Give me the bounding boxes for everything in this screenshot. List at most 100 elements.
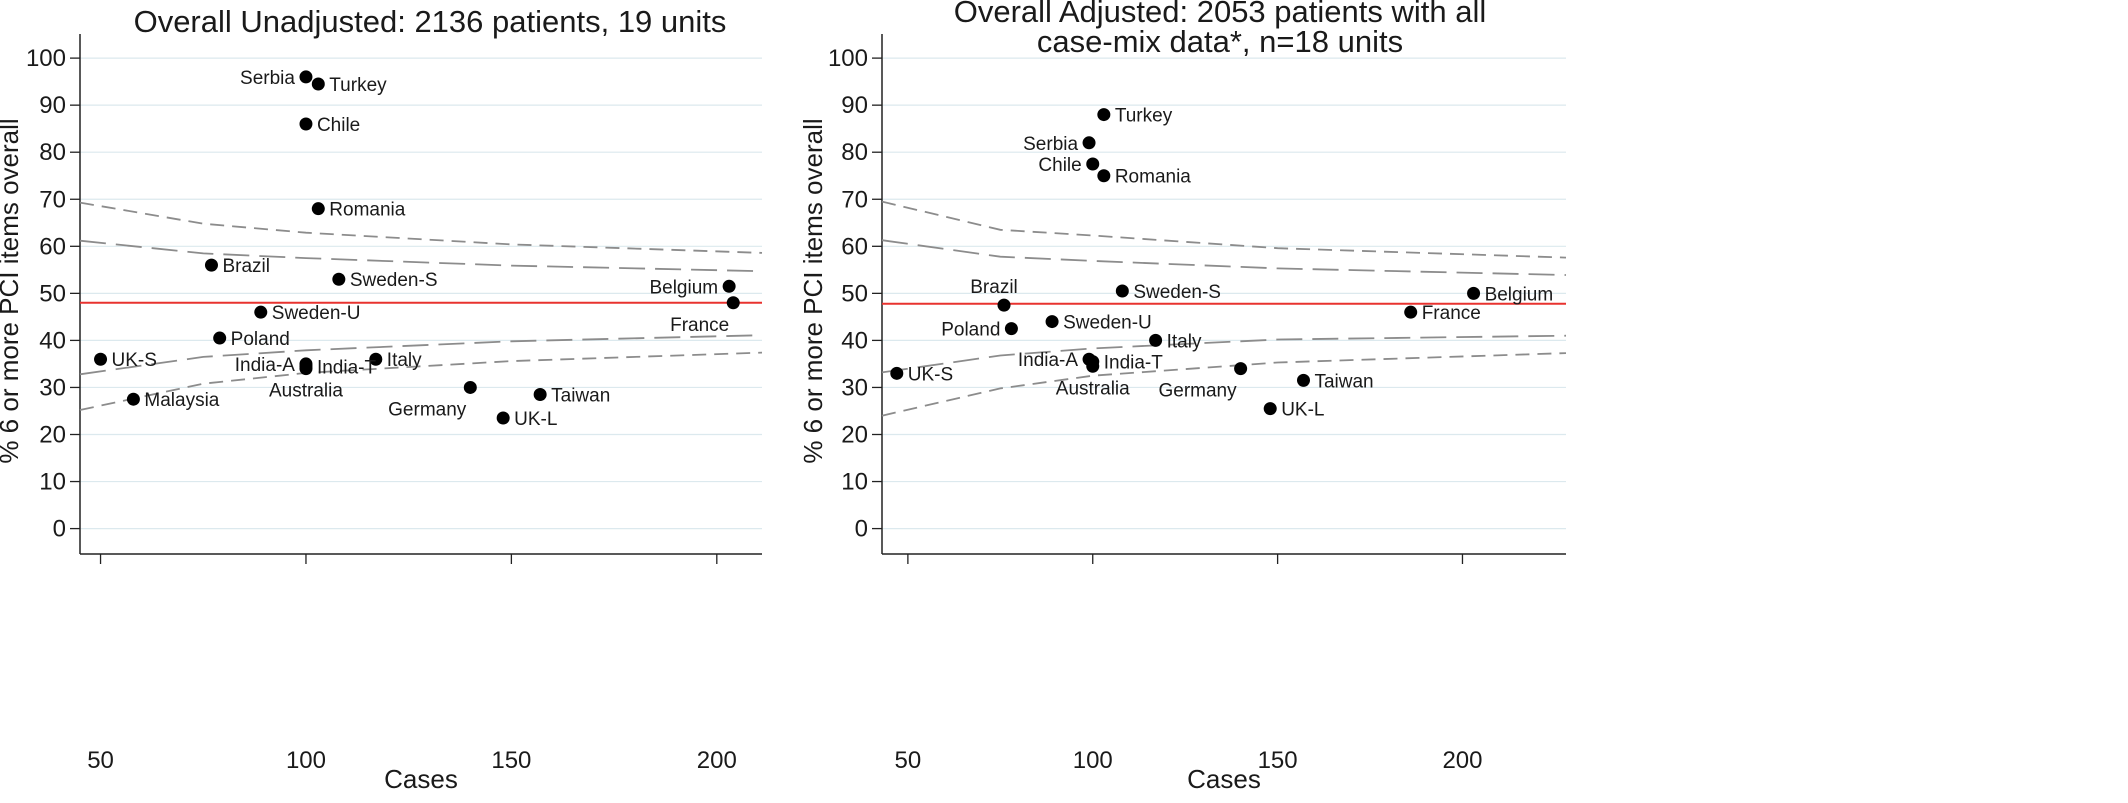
upper-inner-limit	[881, 239, 1567, 276]
chart-title: Overall Adjusted: 2053 patients with all	[954, 0, 1486, 29]
data-point	[1097, 108, 1111, 122]
point-label: India-A	[1018, 350, 1079, 371]
y-tick-label: 90	[841, 92, 868, 119]
y-tick-label: 70	[841, 186, 868, 213]
point-label: Australia	[269, 381, 343, 402]
y-tick-label: 60	[39, 233, 66, 260]
point-label: Belgium	[649, 277, 718, 298]
point-label: France	[1422, 303, 1481, 324]
point-label: Germany	[1158, 381, 1237, 402]
y-tick-label: 40	[841, 327, 868, 354]
upper-outer-limit	[881, 200, 1567, 259]
point-label: Brazil	[970, 277, 1018, 298]
y-tick-label: 30	[39, 374, 66, 401]
data-point	[997, 298, 1011, 312]
point-label: UK-S	[908, 364, 953, 385]
point-label: Serbia	[1023, 134, 1078, 155]
data-point	[126, 392, 140, 406]
data-point	[332, 272, 346, 286]
plot-1: Overall Unadjusted: 2136 patients, 19 un…	[0, 4, 763, 794]
data-point	[1082, 136, 1096, 150]
point-label: Malaysia	[144, 390, 219, 411]
data-point	[213, 331, 227, 345]
y-tick-label: 50	[39, 280, 66, 307]
point-label: France	[670, 315, 729, 336]
x-tick-label: 50	[87, 747, 114, 774]
y-tick-label: 80	[841, 139, 868, 166]
y-tick-label: 100	[26, 45, 66, 72]
x-tick-label: 150	[1258, 747, 1298, 774]
x-tick-label: 200	[1442, 747, 1482, 774]
data-point	[311, 77, 325, 91]
x-axis-label: Cases	[384, 764, 458, 794]
x-tick-label: 100	[1073, 747, 1113, 774]
point-label: Brazil	[222, 256, 270, 277]
y-tick-label: 10	[39, 469, 66, 496]
y-tick-label: 0	[53, 516, 66, 543]
point-label: Romania	[329, 200, 405, 221]
point-label: Sweden-S	[1133, 282, 1221, 303]
upper-inner-limit	[79, 239, 763, 273]
data-point	[533, 388, 547, 402]
data-point	[1097, 169, 1111, 183]
data-point	[496, 411, 510, 425]
data-point	[722, 279, 736, 293]
y-tick-label: 10	[841, 469, 868, 496]
y-tick-label: 30	[841, 374, 868, 401]
data-point	[204, 258, 218, 272]
data-point	[1404, 305, 1418, 319]
y-tick-label: 100	[828, 45, 868, 72]
x-tick-label: 100	[286, 747, 326, 774]
point-label: India-T	[317, 357, 377, 378]
y-axis-label: % 6 or more PCI items overall	[0, 118, 24, 463]
point-label: Poland	[941, 320, 1000, 341]
y-tick-label: 80	[39, 139, 66, 166]
data-point	[1296, 373, 1310, 387]
point-label: Australia	[1056, 378, 1130, 399]
data-point	[299, 117, 313, 131]
y-tick-label: 40	[39, 327, 66, 354]
point-label: Romania	[1115, 167, 1191, 188]
y-tick-label: 90	[39, 92, 66, 119]
data-point	[299, 362, 313, 376]
data-point	[1467, 286, 1481, 300]
y-tick-label: 60	[841, 233, 868, 260]
point-label: Taiwan	[551, 386, 610, 407]
point-label: UK-L	[514, 409, 557, 430]
point-label: Turkey	[329, 75, 387, 96]
data-point	[726, 296, 740, 310]
point-label: UK-S	[112, 350, 157, 371]
data-point	[1086, 359, 1100, 373]
data-point	[1149, 333, 1163, 347]
point-label: Taiwan	[1314, 371, 1373, 392]
x-tick-label: 50	[895, 747, 922, 774]
lower-inner-limit	[79, 334, 763, 376]
x-tick-label: 200	[697, 747, 737, 774]
y-tick-label: 20	[841, 421, 868, 448]
x-axis-label: Cases	[1187, 764, 1261, 794]
point-label: Germany	[388, 399, 467, 420]
data-point	[463, 380, 477, 394]
point-label: Italy	[1167, 331, 1202, 352]
upper-outer-limit	[79, 201, 763, 254]
y-axis-label: % 6 or more PCI items overall	[798, 118, 828, 463]
point-label: Turkey	[1115, 106, 1173, 127]
chart-title: case-mix data*, n=18 units	[1037, 24, 1403, 59]
point-label: Serbia	[240, 68, 295, 89]
data-point	[1004, 322, 1018, 336]
point-label: Sweden-U	[272, 303, 361, 324]
point-label: India-T	[1104, 353, 1164, 374]
plot-2: Overall Adjusted: 2053 patients with all…	[798, 0, 1567, 794]
data-point	[1045, 315, 1059, 329]
data-point	[369, 352, 383, 366]
y-tick-label: 70	[39, 186, 66, 213]
point-label: Chile	[317, 115, 360, 136]
data-point	[1115, 284, 1129, 298]
data-point	[254, 305, 268, 319]
point-label: Sweden-S	[350, 270, 438, 291]
lower-outer-limit	[881, 352, 1567, 417]
data-point	[1263, 402, 1277, 416]
y-tick-label: 20	[39, 421, 66, 448]
data-point	[890, 366, 904, 380]
